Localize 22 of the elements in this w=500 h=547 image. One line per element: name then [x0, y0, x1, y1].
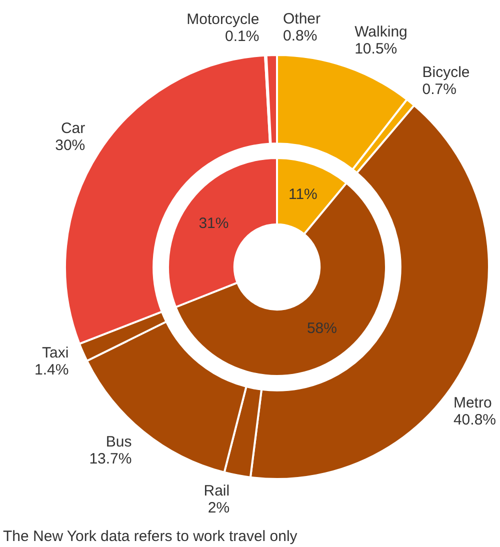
data-label: 0.1%: [225, 28, 260, 45]
slice-label: Car: [60, 120, 86, 137]
slice-label: Taxi: [42, 344, 69, 362]
slice-label: Motorcycle: [186, 10, 260, 28]
slice-label: Walking: [354, 23, 408, 40]
data-label: 11%: [288, 186, 318, 204]
data-label: 58%: [306, 320, 337, 338]
data-label: 40.8%: [453, 412, 496, 429]
data-label: 1.4%: [34, 362, 69, 379]
slice-label: Rail: [204, 482, 230, 500]
data-label: 10.5%: [354, 40, 398, 58]
slice-label: Other: [283, 10, 321, 28]
slice-label: Bicycle: [422, 64, 470, 81]
data-label: 31%: [198, 215, 229, 232]
data-label: 0.7%: [422, 80, 456, 98]
data-label: 13.7%: [89, 450, 132, 468]
text: The New York data refers to work travel only: [3, 528, 298, 545]
data-label: 0.8%: [283, 28, 318, 45]
data-label: 2%: [208, 499, 230, 516]
slice-label: Metro: [453, 394, 492, 412]
data-label: 30%: [55, 136, 86, 154]
slice-label: Bus: [106, 433, 132, 450]
